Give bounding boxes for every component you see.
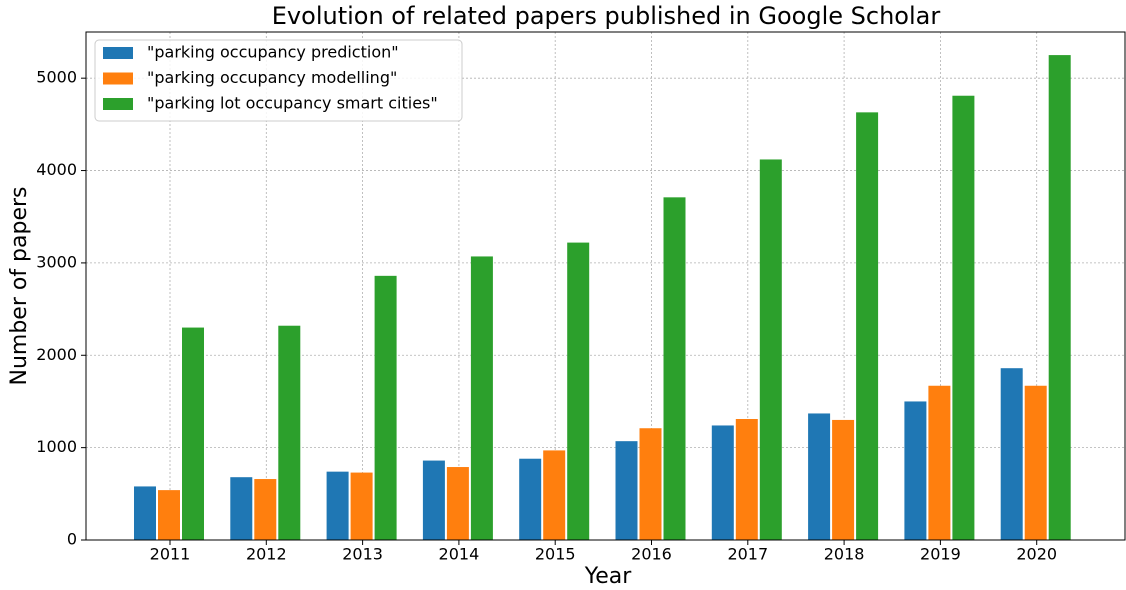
- bar: [904, 401, 927, 540]
- bar: [615, 441, 638, 540]
- x-tick-label: 2017: [727, 545, 768, 564]
- bar: [856, 112, 879, 541]
- bar: [278, 325, 301, 540]
- bar: [134, 486, 156, 540]
- bar: [639, 428, 662, 540]
- legend-swatch: [103, 98, 133, 110]
- bar: [808, 413, 831, 540]
- bar: [326, 471, 349, 540]
- x-tick-label: 2020: [1016, 545, 1057, 564]
- y-tick-label: 4000: [36, 160, 77, 179]
- bar: [470, 256, 493, 540]
- y-tick-label: 5000: [36, 68, 77, 87]
- bar: [254, 479, 277, 540]
- bar: [374, 275, 397, 540]
- bar: [230, 477, 253, 540]
- x-tick-label: 2018: [824, 545, 865, 564]
- x-tick-label: 2016: [631, 545, 672, 564]
- bar: [1000, 368, 1023, 540]
- legend-swatch: [103, 72, 133, 85]
- legend-label: "parking occupancy modelling": [147, 68, 397, 87]
- y-tick-label: 3000: [36, 252, 77, 271]
- x-axis-label: Year: [584, 564, 633, 589]
- x-tick-label: 2013: [342, 545, 383, 564]
- bar: [446, 467, 469, 540]
- x-tick-label: 2011: [150, 545, 191, 564]
- bar: [543, 450, 566, 540]
- y-tick-label: 1000: [36, 437, 77, 456]
- bar: [928, 385, 951, 540]
- legend-swatch: [103, 47, 133, 59]
- x-tick-label: 2012: [246, 545, 287, 564]
- legend-label: "parking occupancy prediction": [147, 43, 399, 62]
- x-tick-label: 2015: [535, 545, 576, 564]
- legend-box: [94, 39, 463, 122]
- chart-title: Evolution of related papers published in…: [272, 2, 941, 30]
- bar: [1048, 55, 1071, 540]
- x-tick-label: 2019: [920, 545, 961, 564]
- bar: [182, 327, 204, 540]
- bar: [663, 197, 686, 540]
- bar: [735, 419, 758, 540]
- y-tick-label: 2000: [36, 345, 77, 364]
- bar: [711, 425, 734, 540]
- plot-frame: [85, 31, 1126, 541]
- bar: [350, 472, 373, 540]
- bar: [1024, 385, 1047, 540]
- legend-label: "parking lot occupancy smart cities": [147, 94, 438, 113]
- x-tick-label: 2014: [439, 545, 480, 564]
- bar: [158, 490, 180, 540]
- y-tick-label: 0: [67, 530, 77, 549]
- bar: [422, 460, 445, 540]
- bar: [952, 95, 975, 541]
- y-axis-label: Number of papers: [7, 186, 32, 385]
- bar: [567, 242, 590, 540]
- bar: [519, 458, 542, 540]
- bar: [759, 159, 782, 540]
- bar: [832, 419, 855, 540]
